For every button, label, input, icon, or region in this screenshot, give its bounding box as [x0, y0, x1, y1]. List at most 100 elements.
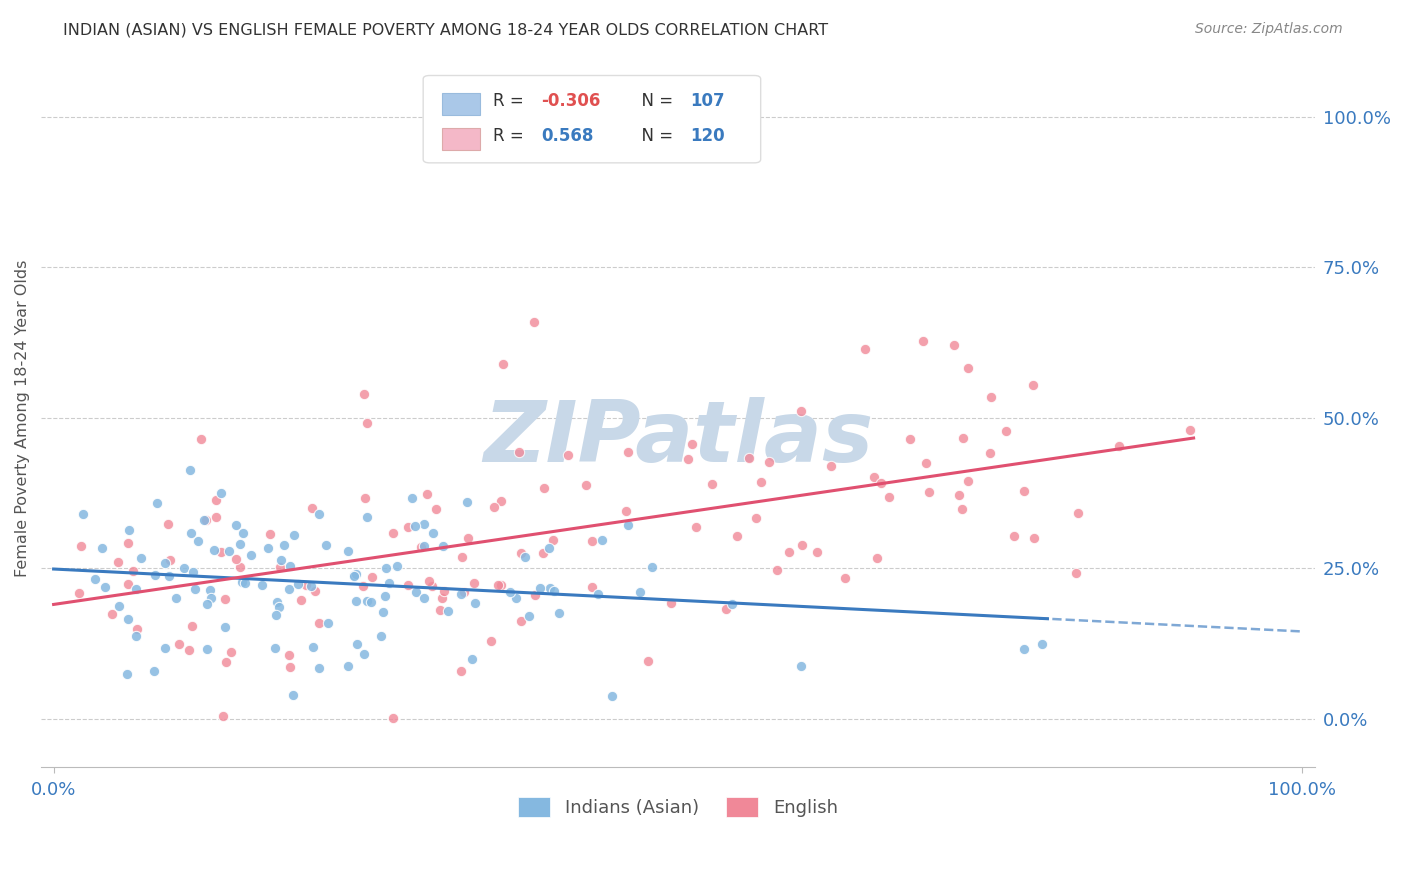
Point: [273, 538, 295, 552]
Point: [266, 594, 288, 608]
Text: 0.568: 0.568: [541, 128, 593, 145]
Point: [308, 507, 330, 521]
Point: [537, 541, 560, 556]
Point: [412, 516, 434, 531]
Point: [412, 539, 434, 553]
Point: [1066, 566, 1088, 580]
Point: [479, 634, 502, 648]
Point: [214, 620, 236, 634]
Point: [720, 597, 742, 611]
Point: [464, 597, 486, 611]
Point: [200, 591, 222, 605]
Point: [221, 645, 243, 659]
Point: [232, 526, 254, 541]
Point: [994, 424, 1017, 438]
Point: [202, 542, 225, 557]
Point: [1024, 531, 1046, 545]
Point: [385, 559, 408, 574]
Point: [509, 546, 531, 560]
Point: [641, 560, 664, 574]
Point: [425, 501, 447, 516]
Point: [290, 593, 312, 607]
Point: [195, 641, 218, 656]
Point: [267, 599, 290, 614]
Point: [508, 445, 530, 459]
Point: [450, 549, 472, 564]
Text: ZIPatlas: ZIPatlas: [482, 397, 873, 481]
Point: [165, 591, 187, 605]
Point: [725, 529, 748, 543]
Point: [499, 585, 522, 599]
Point: [1031, 637, 1053, 651]
Point: [429, 603, 451, 617]
Point: [198, 583, 221, 598]
Point: [278, 648, 301, 662]
Point: [108, 599, 131, 614]
Point: [205, 510, 228, 524]
Point: [67, 586, 90, 600]
Point: [278, 582, 301, 597]
Point: [533, 481, 555, 495]
Point: [278, 659, 301, 673]
Point: [233, 576, 256, 591]
Point: [702, 477, 724, 491]
Point: [214, 591, 236, 606]
Point: [505, 591, 527, 606]
Point: [302, 640, 325, 654]
Point: [118, 523, 141, 537]
Point: [581, 533, 603, 548]
Point: [523, 315, 546, 329]
Point: [193, 513, 215, 527]
Point: [229, 537, 252, 551]
Point: [950, 502, 973, 516]
Point: [1002, 529, 1025, 543]
Point: [117, 536, 139, 550]
Point: [942, 337, 965, 351]
Point: [183, 566, 205, 580]
Point: [1022, 377, 1045, 392]
Point: [430, 591, 453, 605]
Point: [749, 475, 772, 489]
Point: [980, 390, 1002, 404]
Point: [190, 432, 212, 446]
Point: [616, 445, 638, 459]
Text: 107: 107: [690, 93, 725, 111]
Point: [529, 581, 551, 595]
Point: [156, 516, 179, 531]
Point: [264, 607, 287, 622]
Text: Source: ZipAtlas.com: Source: ZipAtlas.com: [1195, 22, 1343, 37]
Point: [1012, 484, 1035, 499]
Point: [745, 510, 768, 524]
Point: [820, 458, 842, 473]
Point: [956, 474, 979, 488]
Point: [143, 664, 166, 678]
Point: [353, 647, 375, 661]
Point: [180, 526, 202, 541]
Point: [463, 576, 485, 591]
Point: [281, 688, 304, 702]
Point: [315, 538, 337, 552]
Point: [866, 551, 889, 566]
Point: [356, 416, 378, 430]
Point: [374, 589, 396, 603]
Point: [628, 585, 651, 599]
Point: [240, 549, 263, 563]
Point: [195, 597, 218, 611]
Text: R =: R =: [494, 128, 534, 145]
Point: [121, 564, 143, 578]
Point: [614, 504, 637, 518]
Point: [637, 654, 659, 668]
Text: -0.306: -0.306: [541, 93, 600, 111]
Point: [531, 546, 554, 560]
Point: [146, 496, 169, 510]
Point: [617, 517, 640, 532]
Point: [979, 446, 1001, 460]
Point: [517, 608, 540, 623]
Point: [486, 578, 509, 592]
Point: [541, 533, 564, 547]
Point: [370, 630, 392, 644]
Point: [93, 580, 115, 594]
Point: [676, 452, 699, 467]
Point: [301, 500, 323, 515]
Point: [957, 361, 980, 376]
